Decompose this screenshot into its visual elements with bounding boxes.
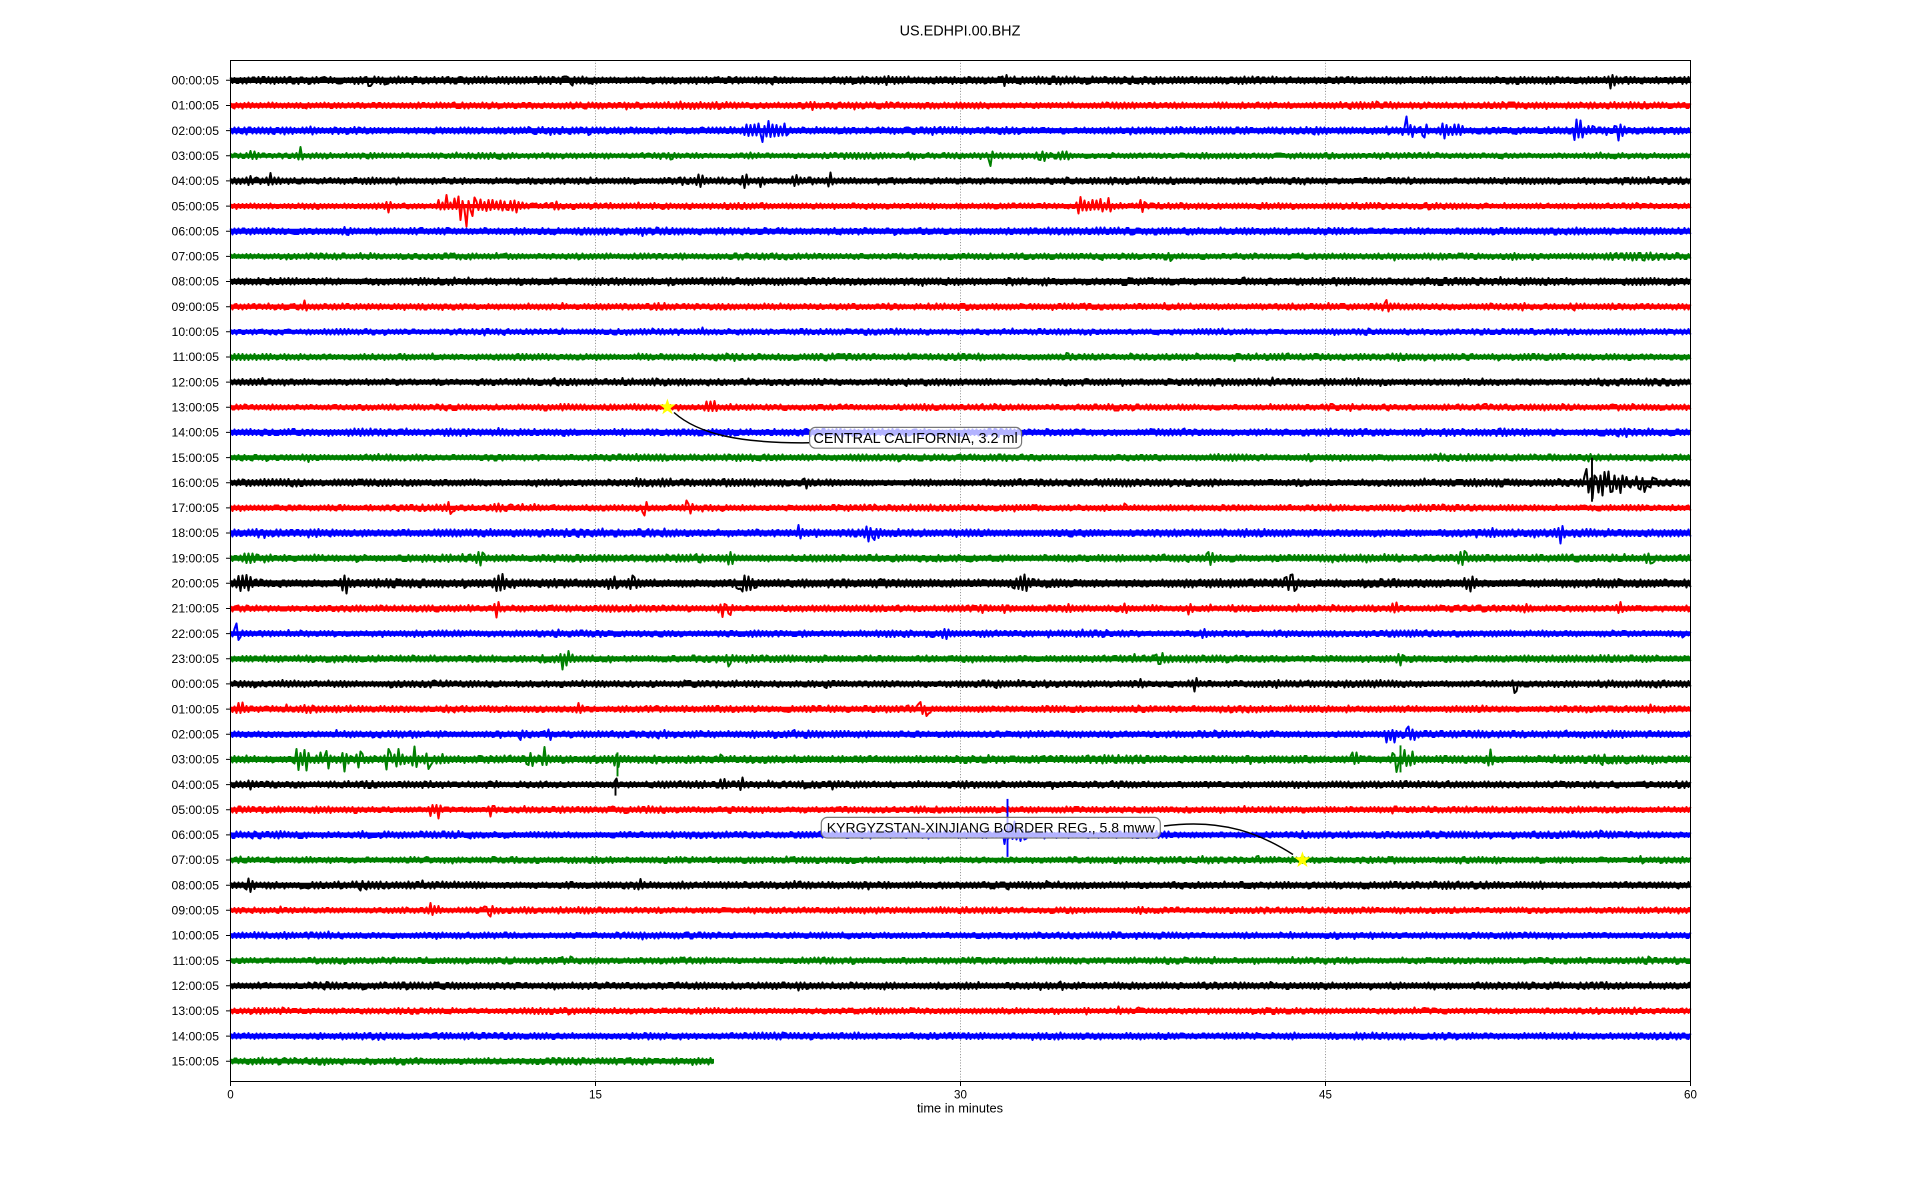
svg-text:05:00:05: 05:00:05 [172, 803, 220, 817]
svg-text:18:00:05: 18:00:05 [172, 526, 220, 540]
svg-text:06:00:05: 06:00:05 [172, 224, 220, 238]
svg-text:23:00:05: 23:00:05 [172, 652, 220, 666]
svg-text:14:00:05: 14:00:05 [172, 1029, 220, 1043]
svg-text:17:00:05: 17:00:05 [172, 501, 220, 515]
svg-text:11:00:05: 11:00:05 [172, 350, 219, 364]
svg-text:07:00:05: 07:00:05 [172, 250, 220, 264]
svg-text:14:00:05: 14:00:05 [172, 426, 220, 440]
svg-text:01:00:05: 01:00:05 [172, 702, 220, 716]
svg-text:07:00:05: 07:00:05 [172, 853, 220, 867]
svg-text:30: 30 [954, 1089, 967, 1102]
svg-text:CENTRAL CALIFORNIA, 3.2 ml: CENTRAL CALIFORNIA, 3.2 ml [814, 431, 1018, 447]
svg-text:12:00:05: 12:00:05 [172, 375, 220, 389]
svg-text:00:00:05: 00:00:05 [172, 74, 220, 88]
svg-text:04:00:05: 04:00:05 [172, 778, 220, 792]
svg-text:15:00:05: 15:00:05 [172, 451, 220, 465]
svg-text:KYRGYZSTAN-XINJIANG BORDER REG: KYRGYZSTAN-XINJIANG BORDER REG., 5.8 mww [827, 820, 1156, 836]
svg-text:05:00:05: 05:00:05 [172, 199, 220, 213]
svg-text:15: 15 [589, 1089, 602, 1102]
svg-text:03:00:05: 03:00:05 [172, 753, 220, 767]
svg-text:10:00:05: 10:00:05 [172, 929, 220, 943]
svg-text:06:00:05: 06:00:05 [172, 828, 220, 842]
svg-text:11:00:05: 11:00:05 [172, 954, 219, 968]
svg-text:12:00:05: 12:00:05 [172, 979, 220, 993]
svg-text:22:00:05: 22:00:05 [172, 627, 220, 641]
svg-text:45: 45 [1319, 1089, 1332, 1102]
svg-text:15:00:05: 15:00:05 [172, 1054, 220, 1068]
svg-text:08:00:05: 08:00:05 [172, 275, 220, 289]
svg-text:09:00:05: 09:00:05 [172, 300, 220, 314]
svg-text:13:00:05: 13:00:05 [172, 401, 220, 415]
svg-text:21:00:05: 21:00:05 [172, 602, 220, 616]
svg-text:09:00:05: 09:00:05 [172, 904, 220, 918]
svg-text:0: 0 [227, 1089, 233, 1102]
svg-text:02:00:05: 02:00:05 [172, 124, 220, 138]
svg-text:60: 60 [1684, 1089, 1697, 1102]
svg-text:00:00:05: 00:00:05 [172, 677, 220, 691]
svg-text:04:00:05: 04:00:05 [172, 174, 220, 188]
svg-text:08:00:05: 08:00:05 [172, 878, 220, 892]
svg-text:time in minutes: time in minutes [917, 1101, 1003, 1116]
svg-text:US.EDHPI.00.BHZ: US.EDHPI.00.BHZ [900, 23, 1021, 39]
svg-text:20:00:05: 20:00:05 [172, 577, 220, 591]
svg-text:16:00:05: 16:00:05 [172, 476, 220, 490]
svg-text:03:00:05: 03:00:05 [172, 149, 220, 163]
svg-text:19:00:05: 19:00:05 [172, 551, 220, 565]
svg-text:02:00:05: 02:00:05 [172, 728, 220, 742]
svg-text:13:00:05: 13:00:05 [172, 1004, 220, 1018]
svg-text:01:00:05: 01:00:05 [172, 99, 220, 113]
svg-text:10:00:05: 10:00:05 [172, 325, 220, 339]
